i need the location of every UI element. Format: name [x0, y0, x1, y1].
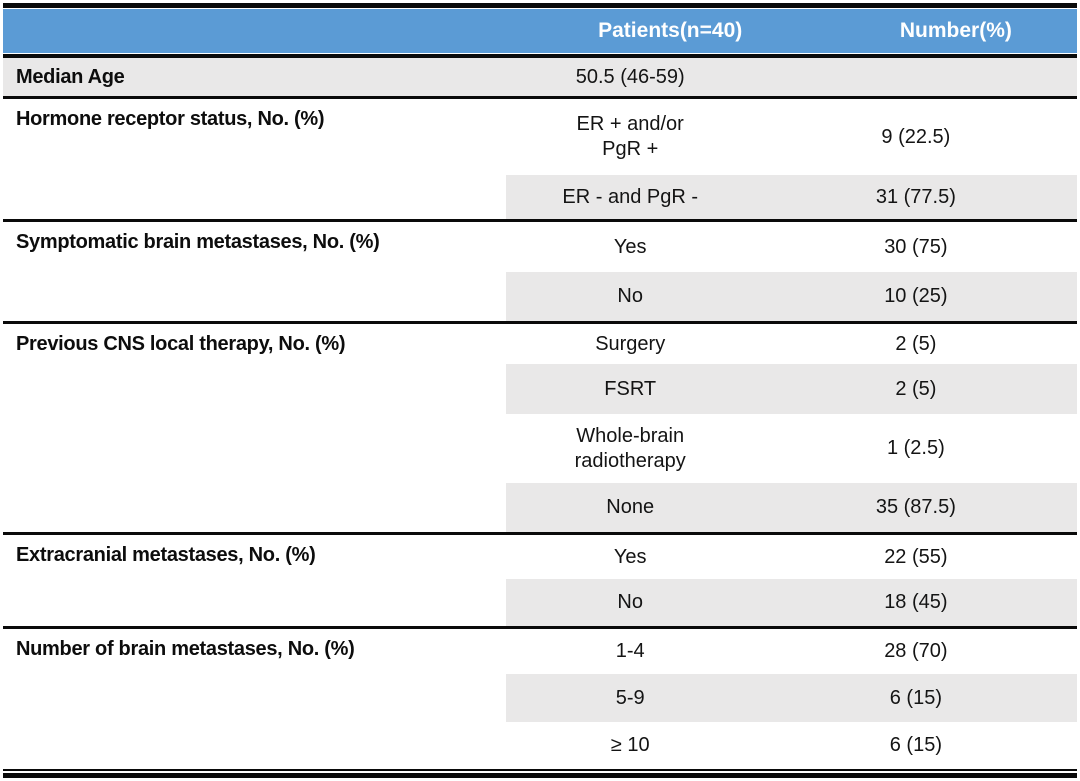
section-divider: [3, 626, 1077, 629]
cell-number: 6 (15): [754, 674, 1077, 722]
cell-value: ER - and PgR -: [505, 175, 755, 219]
cell-number: 22 (55): [884, 545, 948, 568]
bottom-rule-thick: [3, 773, 1077, 778]
row-label: Previous CNS local therapy, No. (%): [16, 333, 346, 355]
header-patients-label: Patients(n=40): [506, 19, 755, 43]
section: Number of brain metastases, No. (%) 1-4 28…: [3, 629, 1077, 769]
row-label: Symptomatic brain metastases, No. (%): [16, 231, 380, 253]
top-rule: [3, 3, 1077, 8]
cell-number: 30 (75): [884, 235, 948, 258]
cell-number: 10 (25): [754, 272, 1077, 321]
table-header-row: Patients(n=40) Number(%): [3, 9, 1077, 53]
section-divider: [3, 219, 1077, 222]
cell-value: Yes: [613, 235, 647, 258]
section: Median Age 50.5 (46-59): [3, 58, 1077, 96]
cell-number: 2 (5): [895, 332, 937, 355]
cell-value: No: [505, 272, 755, 321]
section: Previous CNS local therapy, No. (%) Surge…: [3, 324, 1077, 532]
cell-value: 50.5 (46-59): [575, 65, 685, 88]
cell-value: 5-9: [505, 674, 755, 722]
header-rule: [3, 54, 1077, 58]
cell-number: 1 (2.5): [886, 437, 945, 459]
cell-value: None: [505, 483, 755, 532]
section-divider: [3, 96, 1077, 99]
bottom-rule-gap: [3, 771, 1077, 773]
cell-number: 9 (22.5): [881, 125, 951, 148]
cell-number: 28 (70): [884, 640, 948, 662]
section-divider: [3, 532, 1077, 535]
header-number-label: Number(%): [755, 19, 1077, 43]
cell-value: No: [505, 579, 755, 626]
row-label: Median Age: [16, 65, 125, 88]
cell-value: FSRT: [505, 364, 755, 414]
row-label: Extracranial metastases, No. (%): [16, 544, 316, 566]
section-divider: [3, 321, 1077, 324]
bottom-rule-thin: [3, 769, 1077, 771]
row-label: Hormone receptor status, No. (%): [16, 108, 325, 130]
header-patients-text: Patients(n=40): [598, 19, 743, 42]
section: Hormone receptor status, No. (%) ER + and…: [3, 99, 1077, 219]
header-number-text: Number(%): [899, 19, 1012, 42]
section: Symptomatic brain metastases, No. (%) Yes…: [3, 222, 1077, 321]
row-label: Number of brain metastases, No. (%): [16, 638, 355, 660]
cell-number: 6 (15): [889, 734, 942, 756]
cell-value: Surgery: [595, 332, 666, 355]
cell-value: ≥ 10: [610, 734, 650, 756]
cell-number: 31 (77.5): [754, 175, 1077, 219]
cell-number: [755, 58, 1077, 96]
cell-value: ER + and/or PgR +: [576, 113, 684, 160]
cell-number: 18 (45): [754, 579, 1077, 626]
cell-value: Yes: [613, 545, 647, 568]
cell-value: 1-4: [615, 640, 645, 662]
cell-value: Whole-brain radiotherapy: [574, 424, 686, 472]
cell-number: 2 (5): [754, 364, 1077, 414]
cell-number: 35 (87.5): [754, 483, 1077, 532]
section: Extracranial metastases, No. (%) Yes 22 (5…: [3, 535, 1077, 626]
table-body: Median Age 50.5 (46-59) Hormone receptor s…: [3, 58, 1077, 769]
